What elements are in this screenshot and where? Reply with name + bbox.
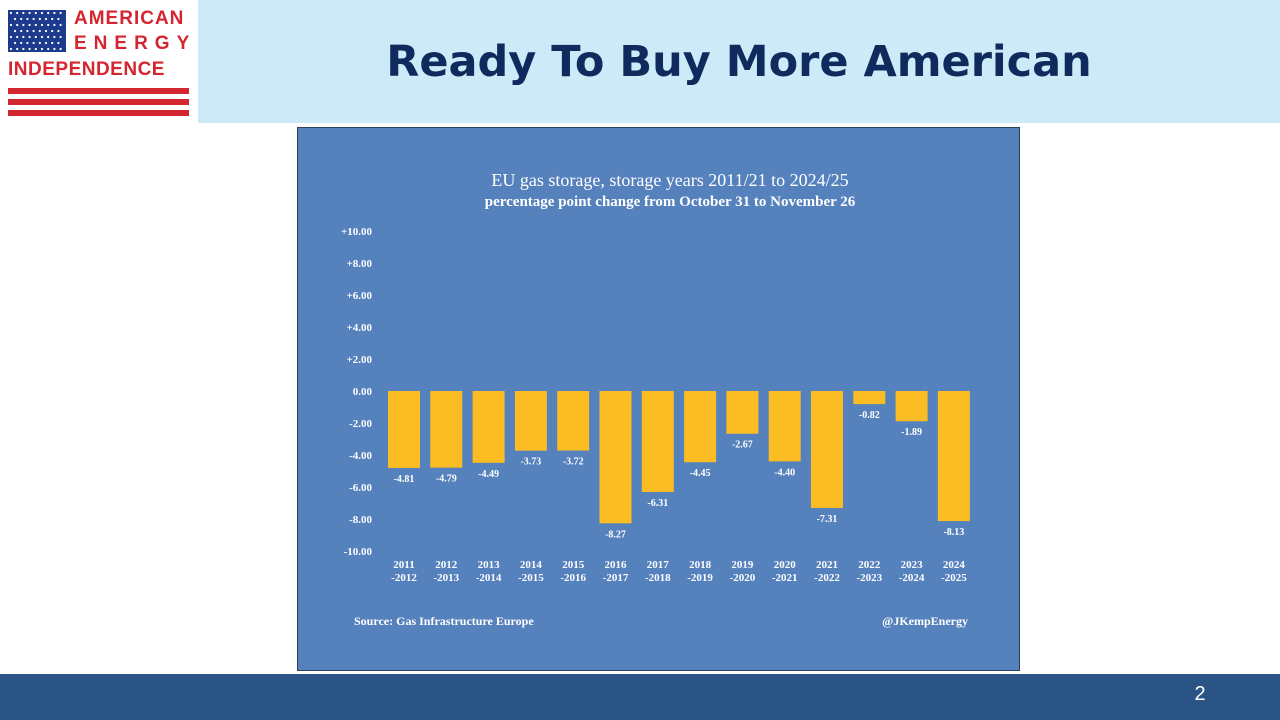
bar: [641, 391, 674, 492]
bar-value-label: -3.73: [520, 457, 541, 468]
bar-value-label: -3.72: [563, 457, 584, 468]
bar-value-label: -8.13: [943, 527, 964, 538]
y-tick-label: +8.00: [346, 258, 372, 270]
bar: [895, 391, 928, 422]
y-tick-label: +6.00: [346, 290, 372, 302]
bar-value-label: -7.31: [817, 514, 838, 525]
x-tick-label: -2023: [856, 572, 882, 584]
x-tick-label: -2024: [899, 572, 925, 584]
x-tick-label: -2018: [645, 572, 671, 584]
chart-source: Source: Gas Infrastructure Europe: [354, 614, 534, 628]
x-tick-label: -2021: [772, 572, 798, 584]
y-tick-label: -6.00: [349, 482, 372, 494]
y-tick-label: -2.00: [349, 418, 372, 430]
bar-value-label: -4.45: [690, 468, 711, 479]
bar-value-label: -6.31: [647, 498, 668, 509]
x-tick-label: -2016: [560, 572, 586, 584]
x-tick-label: -2022: [814, 572, 840, 584]
x-tick-label: 2015: [562, 559, 585, 571]
x-tick-label: 2018: [689, 559, 712, 571]
chart-subtitle: percentage point change from October 31 …: [485, 194, 856, 210]
bar: [684, 391, 717, 463]
bar: [472, 391, 505, 463]
bar: [768, 391, 801, 462]
bar: [388, 391, 420, 468]
x-tick-label: -2014: [476, 572, 502, 584]
chart-panel: EU gas storage, storage years 2011/21 to…: [297, 127, 1020, 671]
bar-value-label: -4.79: [436, 474, 457, 485]
bar: [726, 391, 759, 434]
bar: [937, 391, 970, 522]
y-tick-label: -4.00: [349, 450, 372, 462]
x-tick-label: 2014: [520, 559, 543, 571]
x-tick-label: 2016: [605, 559, 628, 571]
bar-value-label: -4.49: [478, 469, 499, 480]
x-tick-label: 2013: [478, 559, 501, 571]
header-band: [198, 0, 1280, 123]
x-tick-label: 2022: [858, 559, 881, 571]
x-tick-label: 2024: [943, 559, 966, 571]
page-number: 2: [1194, 683, 1206, 705]
logo-stripes: [8, 88, 189, 116]
bar-value-label: -4.40: [774, 467, 795, 478]
footer-bar: [0, 674, 1280, 720]
x-tick-label: -2020: [730, 572, 756, 584]
y-tick-label: +10.00: [341, 226, 373, 238]
slide-title: Ready To Buy More American: [386, 37, 1092, 87]
bar: [514, 391, 547, 451]
bar-value-label: -1.89: [901, 427, 922, 438]
x-tick-label: -2025: [941, 572, 967, 584]
logo-text-independence: INDEPENDENCE: [8, 59, 165, 80]
bar-value-label: -8.27: [605, 529, 626, 540]
x-tick-label: 2020: [774, 559, 797, 571]
x-tick-label: 2019: [731, 559, 754, 571]
bar: [811, 391, 843, 508]
y-tick-label: 0.00: [353, 386, 373, 398]
y-tick-label: -8.00: [349, 514, 372, 526]
y-tick-label: +4.00: [346, 322, 372, 334]
bar-value-label: -4.81: [394, 474, 415, 485]
x-tick-label: -2019: [687, 572, 713, 584]
chart-credit: @JKempEnergy: [882, 614, 968, 628]
x-tick-label: -2012: [391, 572, 417, 584]
x-tick-label: 2023: [901, 559, 924, 571]
logo-text-american: AMERICAN: [74, 8, 185, 29]
x-tick-label: 2012: [435, 559, 458, 571]
us-flag-icon: [8, 10, 66, 52]
bar-value-label: -0.82: [859, 410, 880, 421]
bar: [557, 391, 590, 451]
x-tick-label: -2017: [603, 572, 629, 584]
y-tick-label: -10.00: [344, 546, 373, 558]
x-tick-label: 2021: [816, 559, 838, 571]
x-tick-label: 2017: [647, 559, 670, 571]
bar: [430, 391, 463, 468]
bar: [853, 391, 886, 405]
chart-title: EU gas storage, storage years 2011/21 to…: [491, 170, 848, 190]
x-tick-label: -2013: [433, 572, 459, 584]
logo-text-energy: ENERGY: [74, 33, 197, 54]
y-tick-label: +2.00: [346, 354, 372, 366]
x-tick-label: 2011: [393, 559, 414, 571]
x-tick-label: -2015: [518, 572, 544, 584]
bar-chart: EU gas storage, storage years 2011/21 to…: [341, 170, 970, 628]
bar-value-label: -2.67: [732, 440, 753, 451]
logo: AMERICAN ENERGY INDEPENDENCE: [8, 8, 192, 124]
bar: [599, 391, 632, 524]
